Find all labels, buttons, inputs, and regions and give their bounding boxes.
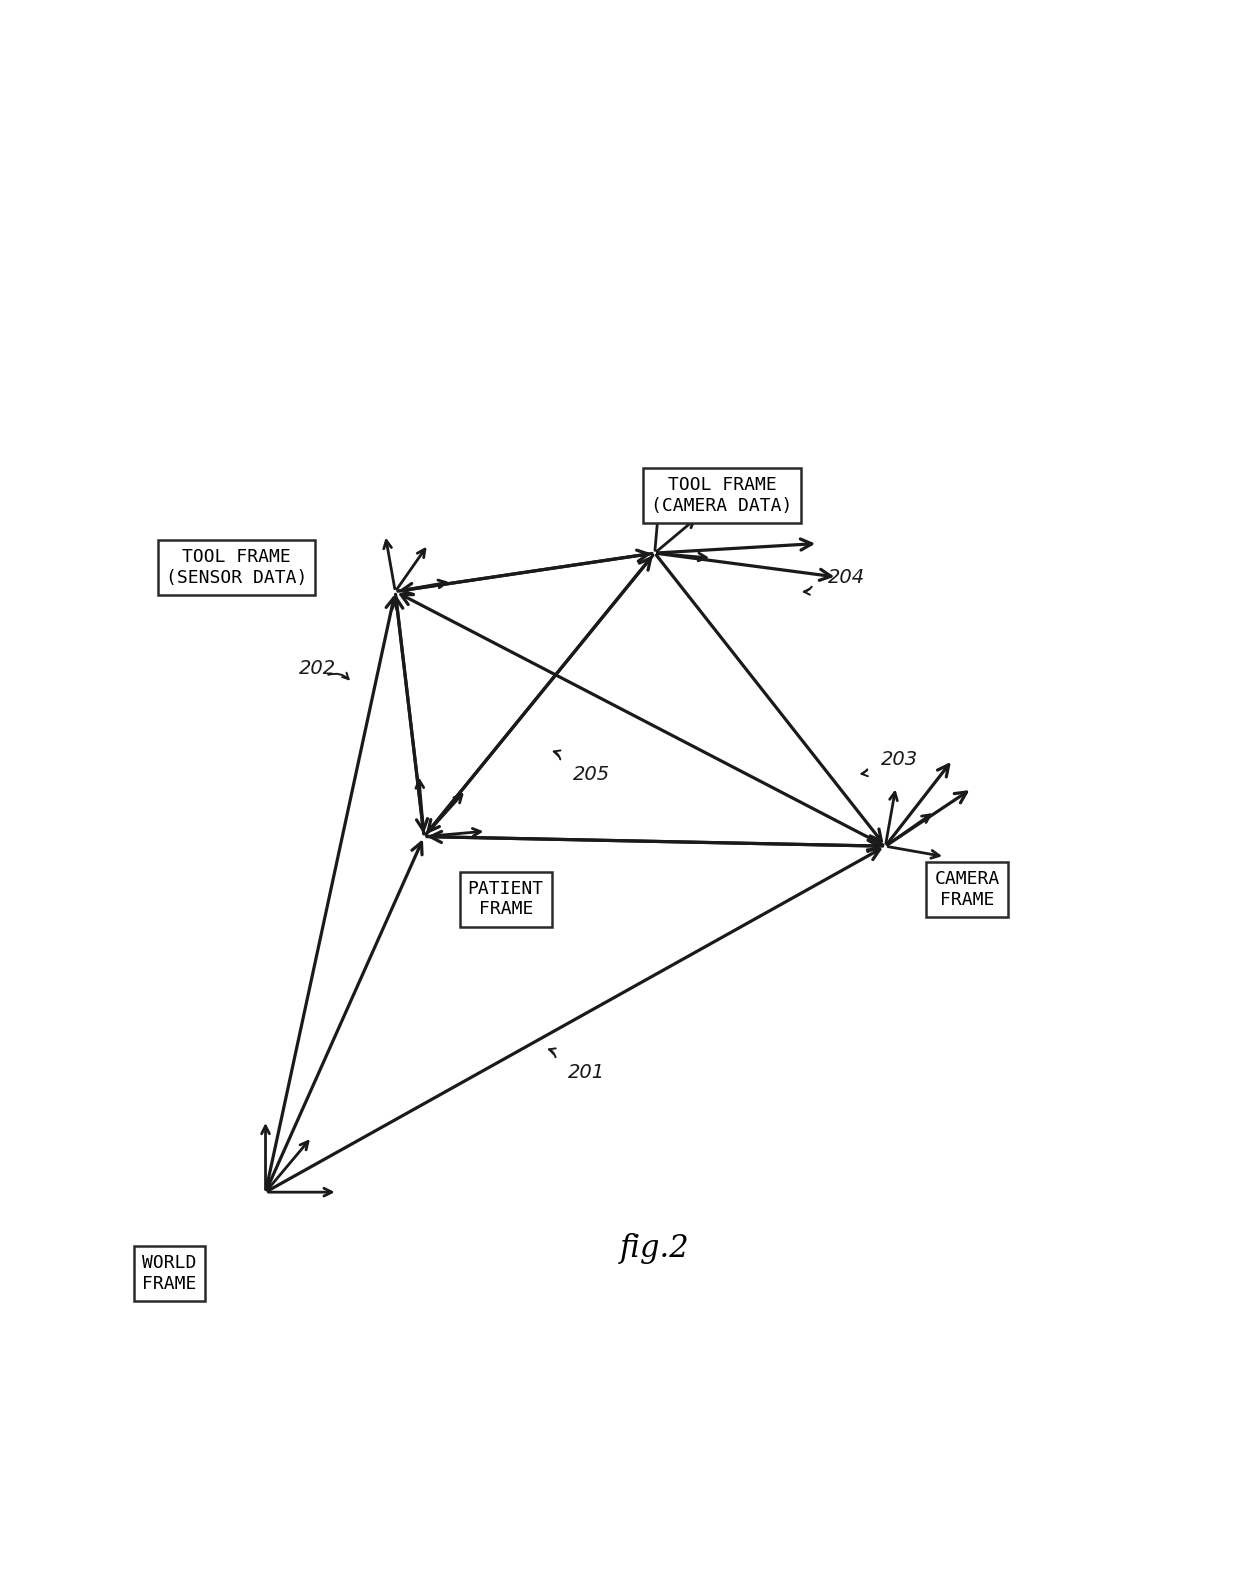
Text: CAMERA
FRAME: CAMERA FRAME xyxy=(935,870,999,909)
Text: PATIENT
FRAME: PATIENT FRAME xyxy=(467,879,544,919)
Text: WORLD
FRAME: WORLD FRAME xyxy=(143,1255,197,1293)
Text: 202: 202 xyxy=(299,658,336,677)
Text: TOOL FRAME
(CAMERA DATA): TOOL FRAME (CAMERA DATA) xyxy=(651,475,792,515)
Text: 203: 203 xyxy=(880,750,918,770)
Text: TOOL FRAME
(SENSOR DATA): TOOL FRAME (SENSOR DATA) xyxy=(166,549,308,587)
Text: 204: 204 xyxy=(828,568,864,587)
Text: 205: 205 xyxy=(573,765,610,784)
Text: 201: 201 xyxy=(568,1062,605,1081)
Text: fig.2: fig.2 xyxy=(620,1234,689,1264)
